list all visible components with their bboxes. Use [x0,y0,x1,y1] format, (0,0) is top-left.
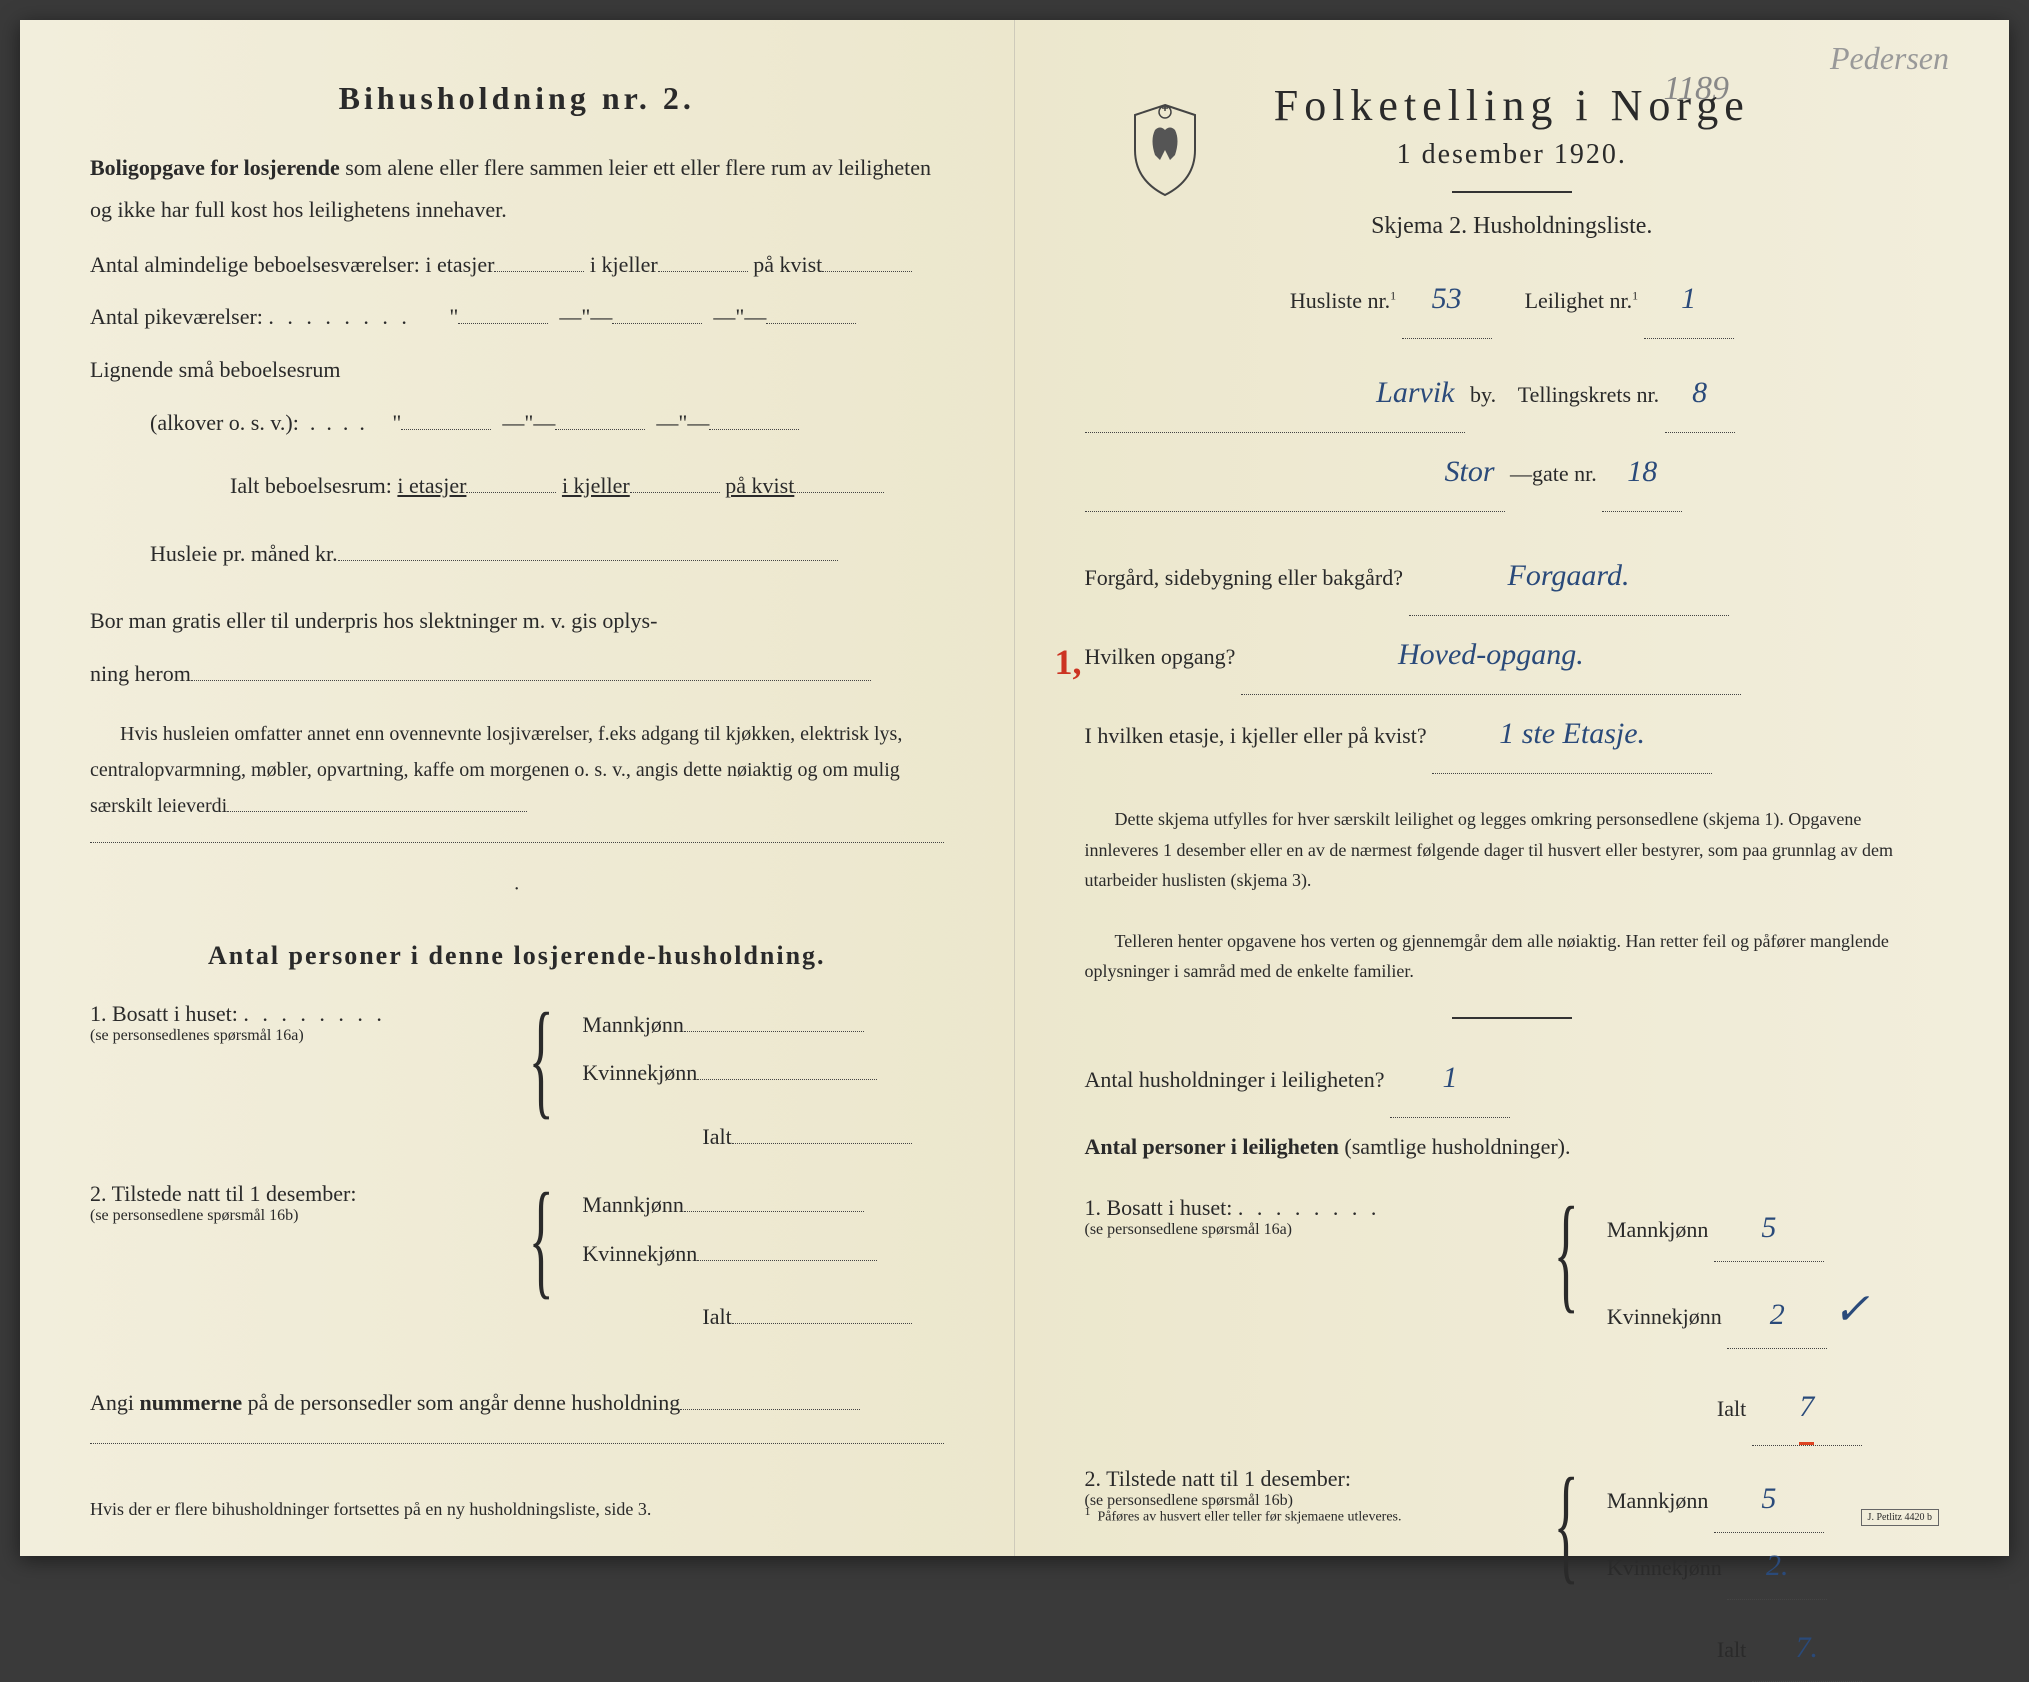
instructions-2: Telleren henter opgavene hos verten og g… [1085,926,1940,987]
opgang-line: 1, Hvilken opgang? Hoved-opgang. [1085,616,1940,695]
right-footnote: 1 Påføres av husvert eller teller før sk… [1085,1504,1402,1526]
persons-heading: Antal personer i leiligheten (samtlige h… [1085,1118,1940,1175]
left-title: Bihusholdning nr. 2. [90,80,944,117]
intro-text: Boligopgave for losjerende som alene ell… [90,147,944,231]
persons-subtitle: Antal personer i denne losjerende-hushol… [90,941,944,971]
city-line: Larvik by. Tellingskrets nr. 8 [1085,354,1940,433]
intro-bold: Boligopgave for losjerende [90,155,340,180]
r-count-block-1: 1. Bosatt i huset: (se personsedlene spø… [1085,1195,1940,1446]
right-page: Pedersen 1189 Folketelling i Norge 1 des… [1015,20,2010,1556]
decor-mark: · [90,878,944,901]
section-divider [1452,1017,1572,1019]
maid-rooms-line: Antal pikeværelser: " —"— —"— [90,291,944,344]
schema-line: Skjema 2. Husholdningsliste. [1085,213,1940,240]
coat-of-arms-icon [1125,100,1205,200]
checkmark-icon: ✓ [1833,1262,1870,1359]
left-page: Bihusholdning nr. 2. Boligopgave for los… [20,20,1015,1556]
title-divider [1452,191,1572,193]
households-count-line: Antal husholdninger i leiligheten? 1 [1085,1039,1940,1118]
free-rent-line: Bor man gratis eller til underpris hos s… [90,595,944,648]
right-header: Folketelling i Norge 1 desember 1920. Sk… [1085,80,1940,240]
census-date: 1 desember 1920. [1085,139,1940,171]
census-document: Bihusholdning nr. 2. Boligopgave for los… [20,20,2009,1556]
rent-includes-text: Hvis husleien omfatter annet enn ovennev… [90,716,944,824]
instructions-1: Dette skjema utfylles for hver særskilt … [1085,804,1940,896]
small-rooms-line-a: Lignende små beboelsesrum [90,344,944,397]
main-title: Folketelling i Norge [1085,80,1940,131]
red-annotation: 1, [1055,616,1082,710]
brace-icon: { [1553,1466,1578,1583]
total-rooms-line: Ialt beboelsesrum: i etasjer i kjeller p… [90,460,944,513]
left-footnote-1: Angi nummerne på de personsedler som ang… [90,1381,944,1425]
rent-line: Husleie pr. måned kr. [90,528,944,581]
street-line: Stor —gate nr. 18 [1085,433,1940,512]
husliste-line: Husliste nr.1 53 Leilighet nr.1 1 [1085,260,1940,339]
printer-mark: J. Petlitz 4420 b [1861,1509,1939,1526]
brace-icon: { [529,1001,554,1118]
r-count-block-2: 2. Tilstede natt til 1 desember: (se per… [1085,1466,1940,1682]
small-rooms-line-b: (alkover o. s. v.): . . . . " —"— —"— [90,397,944,450]
forgard-line: Forgård, sidebygning eller bakgård? Forg… [1085,537,1940,616]
free-rent-line-b: ning herom [90,648,944,701]
rooms-line-1: Antal almindelige beboelsesværelser: i e… [90,239,944,292]
pencil-name: Pedersen [1830,40,1949,77]
count-block-1: 1. Bosatt i huset: (se personsedlenes sp… [90,1001,944,1161]
brace-icon: { [1553,1195,1578,1312]
etasje-line: I hvilken etasje, i kjeller eller på kvi… [1085,695,1940,774]
left-footer: Hvis der er flere bihusholdninger fortse… [90,1499,944,1520]
brace-icon: { [529,1181,554,1298]
count-block-2: 2. Tilstede natt til 1 desember: (se per… [90,1181,944,1341]
